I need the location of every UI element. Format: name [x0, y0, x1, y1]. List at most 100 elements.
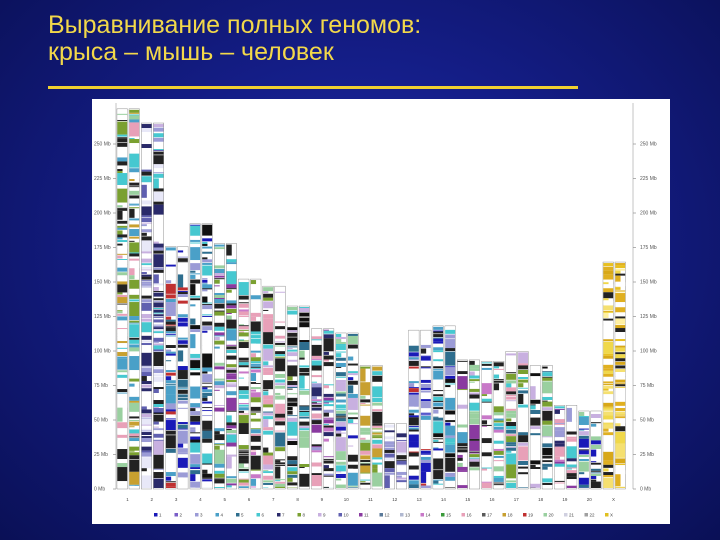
synteny-block [117, 431, 128, 435]
synteny-block [263, 301, 273, 309]
synteny-block [311, 365, 322, 370]
synteny-block [141, 446, 152, 451]
synteny-block [165, 417, 176, 419]
synteny-block [408, 388, 419, 393]
synteny-block [226, 395, 237, 398]
synteny-block [408, 413, 415, 416]
synteny-block [433, 417, 444, 421]
synteny-block [214, 275, 225, 278]
synteny-block [153, 333, 164, 338]
legend-label: 2 [180, 513, 183, 518]
synteny-block [579, 431, 589, 436]
synteny-block [469, 383, 475, 389]
synteny-block [445, 383, 456, 385]
synteny-block [165, 360, 172, 362]
synteny-block [493, 482, 504, 484]
synteny-block [433, 447, 439, 449]
synteny-block [190, 274, 196, 279]
synteny-block [129, 429, 140, 434]
synteny-block [250, 426, 261, 429]
chromosome-label: 16 [489, 497, 495, 502]
synteny-block [117, 223, 128, 226]
synteny-block [226, 384, 237, 388]
synteny-block [250, 348, 261, 351]
synteny-block [420, 449, 431, 451]
synteny-block [287, 349, 298, 352]
synteny-block [190, 247, 201, 261]
synteny-block [177, 304, 188, 315]
chromosome-label: 10 [344, 497, 350, 502]
synteny-block [226, 375, 237, 380]
synteny-block [202, 453, 213, 464]
synteny-block [287, 390, 298, 394]
synteny-block [384, 472, 395, 475]
synteny-block [433, 331, 444, 334]
synteny-block [117, 345, 128, 348]
synteny-block [141, 332, 147, 336]
synteny-block [177, 350, 184, 362]
synteny-block [591, 444, 601, 449]
synteny-block [214, 402, 225, 404]
synteny-block [299, 340, 310, 343]
synteny-block [153, 349, 164, 352]
synteny-block [457, 389, 468, 391]
synteny-block [603, 420, 614, 423]
synteny-block [153, 430, 164, 434]
synteny-block [214, 331, 225, 333]
synteny-block [372, 431, 383, 433]
synteny-block [420, 352, 427, 354]
synteny-block [117, 202, 128, 204]
synteny-block [287, 445, 298, 454]
synteny-block [336, 475, 346, 478]
synteny-block [603, 320, 614, 325]
synteny-block [153, 366, 164, 369]
synteny-block [420, 459, 431, 463]
synteny-block [299, 472, 310, 474]
synteny-block [117, 242, 128, 244]
synteny-block [141, 372, 152, 377]
synteny-block [202, 251, 213, 254]
right-axis-tick-label: 250 Mb [640, 142, 657, 148]
synteny-block [117, 467, 128, 482]
synteny-block [615, 369, 626, 373]
synteny-block [190, 295, 201, 298]
synteny-block [311, 401, 322, 403]
synteny-block [202, 291, 213, 295]
synteny-block [336, 362, 346, 367]
synteny-block [177, 343, 188, 345]
synteny-block [141, 366, 152, 368]
synteny-block [141, 132, 147, 134]
synteny-block [311, 475, 322, 487]
synteny-block [129, 195, 140, 199]
synteny-block [299, 473, 310, 487]
synteny-block [493, 448, 504, 451]
synteny-block [420, 331, 427, 334]
synteny-block [141, 352, 152, 366]
synteny-block [336, 413, 346, 416]
synteny-block [299, 421, 310, 426]
synteny-block [408, 429, 419, 432]
synteny-block [141, 198, 152, 201]
synteny-block [141, 222, 152, 224]
synteny-block [238, 309, 249, 312]
synteny-block [238, 423, 249, 435]
synteny-block [275, 425, 285, 430]
synteny-block [566, 468, 572, 470]
synteny-block [433, 338, 444, 342]
synteny-block [469, 364, 480, 369]
synteny-block [408, 378, 419, 382]
synteny-block [311, 419, 322, 421]
synteny-block [177, 261, 188, 263]
synteny-block [177, 340, 188, 344]
synteny-block [481, 425, 488, 427]
synteny-block [190, 370, 196, 372]
synteny-block [165, 376, 172, 381]
synteny-block [603, 468, 609, 472]
synteny-block [469, 438, 480, 441]
synteny-block [190, 453, 201, 455]
synteny-block [141, 314, 152, 319]
synteny-block [153, 250, 164, 254]
synteny-block [238, 307, 249, 309]
synteny-block [603, 409, 614, 411]
synteny-block [129, 383, 135, 387]
